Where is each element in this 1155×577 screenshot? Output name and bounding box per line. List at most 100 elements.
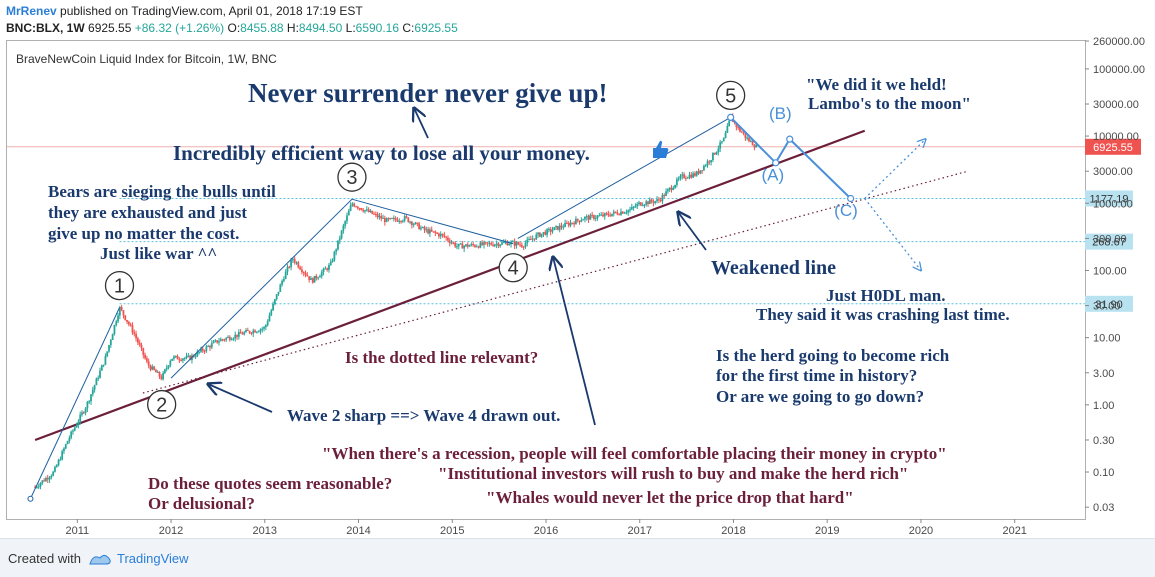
thumbs-up-icon <box>653 140 669 158</box>
candle-body-113 <box>237 331 240 337</box>
candle-body-157 <box>317 277 320 279</box>
annotation-arrow-3 <box>678 212 707 251</box>
candle-body-177 <box>353 203 356 207</box>
close-value: 6925.55 <box>414 21 458 35</box>
symbol-label: BNC:BLX, 1W <box>6 21 85 35</box>
candle-body-252 <box>488 243 491 245</box>
wave-label-4: 4 <box>508 258 519 280</box>
candle-body-187 <box>371 210 374 214</box>
candle-body-313 <box>598 215 601 217</box>
candle-body-145 <box>295 262 298 264</box>
candle-body-280 <box>538 232 541 237</box>
candle-body-209 <box>410 221 413 226</box>
candle-body-107 <box>227 336 229 338</box>
x-tick-label-0: 2011 <box>65 525 89 537</box>
candle-body-222 <box>434 231 437 233</box>
candle-body-102 <box>218 341 220 343</box>
candle-body-54 <box>131 325 134 333</box>
level-tag-label-1: 1177.19 <box>1090 194 1129 206</box>
candle-body-292 <box>560 225 563 228</box>
candle-body-364 <box>690 174 693 178</box>
candle-body-132 <box>272 303 274 311</box>
candle-body-172 <box>344 221 347 226</box>
candle-body-175 <box>349 205 352 211</box>
candle-body-116 <box>243 332 246 335</box>
trend-line-solid <box>34 129 866 442</box>
candle-body-332 <box>632 206 635 208</box>
author-name[interactable]: MrRenev <box>6 4 57 18</box>
candle-body-159 <box>320 272 323 277</box>
annotation-bears-4: Just like war ^^ <box>100 244 217 263</box>
candle-body-162 <box>326 268 329 270</box>
candle-body-118 <box>246 330 249 332</box>
candle-body-166 <box>333 251 336 261</box>
candle-body-243 <box>472 244 475 246</box>
wave-label-1: 1 <box>114 276 125 298</box>
candle-body-184 <box>365 209 368 211</box>
candle-body-161 <box>324 268 327 270</box>
candle-body-226 <box>441 233 444 235</box>
candle-body-378 <box>715 151 718 155</box>
candle-body-250 <box>484 242 487 244</box>
candle-body-355 <box>674 185 676 188</box>
price-chart[interactable]: 6925.55 1177.19 268.67 31.90 (A) (B) (C) 1 2 3 4 5… <box>0 0 1155 538</box>
candle-body-78 <box>174 355 177 357</box>
candle-body-269 <box>519 244 521 246</box>
candle-body-234 <box>456 246 458 248</box>
candle-body-366 <box>694 173 696 176</box>
candle-body-77 <box>173 356 175 359</box>
candle-body-267 <box>515 242 518 246</box>
candle-body-240 <box>466 244 469 247</box>
candle-body-156 <box>315 275 318 279</box>
candle-body-27 <box>82 412 85 414</box>
candle-body-254 <box>492 244 494 247</box>
candle-body-71 <box>162 372 165 380</box>
candle-body-317 <box>605 213 608 215</box>
candle-body-390 <box>737 126 740 128</box>
candle-body-282 <box>542 232 545 234</box>
candle-body-207 <box>407 217 410 223</box>
candle-body-368 <box>697 171 700 174</box>
tradingview-link[interactable]: TradingView <box>117 551 189 566</box>
wave-line-1 <box>170 198 353 379</box>
annotation-bears-2: they are exhausted and just <box>48 203 247 222</box>
candle-body-36 <box>99 370 101 378</box>
candle-body-360 <box>683 174 685 178</box>
candle-body-76 <box>171 358 174 361</box>
candle-body-139 <box>284 271 287 279</box>
candle-body-85 <box>187 355 190 357</box>
chart-frame <box>6 40 1086 520</box>
high-label: H: <box>286 21 299 35</box>
candle-body-391 <box>739 127 741 132</box>
candle-body-394 <box>744 133 747 138</box>
candle-body-150 <box>304 272 307 275</box>
candle-body-62 <box>145 358 148 362</box>
y-tick-label-5: 1000.00 <box>1093 198 1133 210</box>
candle-body-168 <box>337 240 339 250</box>
x-tick-label-6: 2017 <box>627 525 651 537</box>
candle-body-153 <box>310 278 312 280</box>
candle-body-309 <box>591 214 594 216</box>
wave-line-3 <box>517 116 731 239</box>
candle-body-155 <box>313 275 316 283</box>
candle-body-8 <box>48 477 51 480</box>
candle-body-220 <box>430 229 433 232</box>
x-tick-label-10: 2021 <box>1002 525 1026 537</box>
candle-body-329 <box>627 210 630 213</box>
candle-body-193 <box>382 217 384 219</box>
candle-body-15 <box>61 451 64 460</box>
candle-body-350 <box>665 191 667 196</box>
candle-body-112 <box>236 334 238 337</box>
annotation-wave2-wave4: Wave 2 sharp ==> Wave 4 drawn out. <box>287 406 560 425</box>
annotation-efficient-way: Incredibly efficient way to lose all you… <box>173 141 590 165</box>
candle-body-134 <box>275 294 278 300</box>
candle-body-26 <box>81 412 83 415</box>
candle-body-94 <box>203 350 206 352</box>
annotation-herd-3: Or are we going to go down? <box>716 387 924 406</box>
candle-body-158 <box>319 276 321 278</box>
candle-body-21 <box>72 430 74 432</box>
candle-body-321 <box>612 211 615 214</box>
candle-body-392 <box>740 131 743 133</box>
candle-body-31 <box>90 394 92 402</box>
candle-body-395 <box>746 137 749 139</box>
